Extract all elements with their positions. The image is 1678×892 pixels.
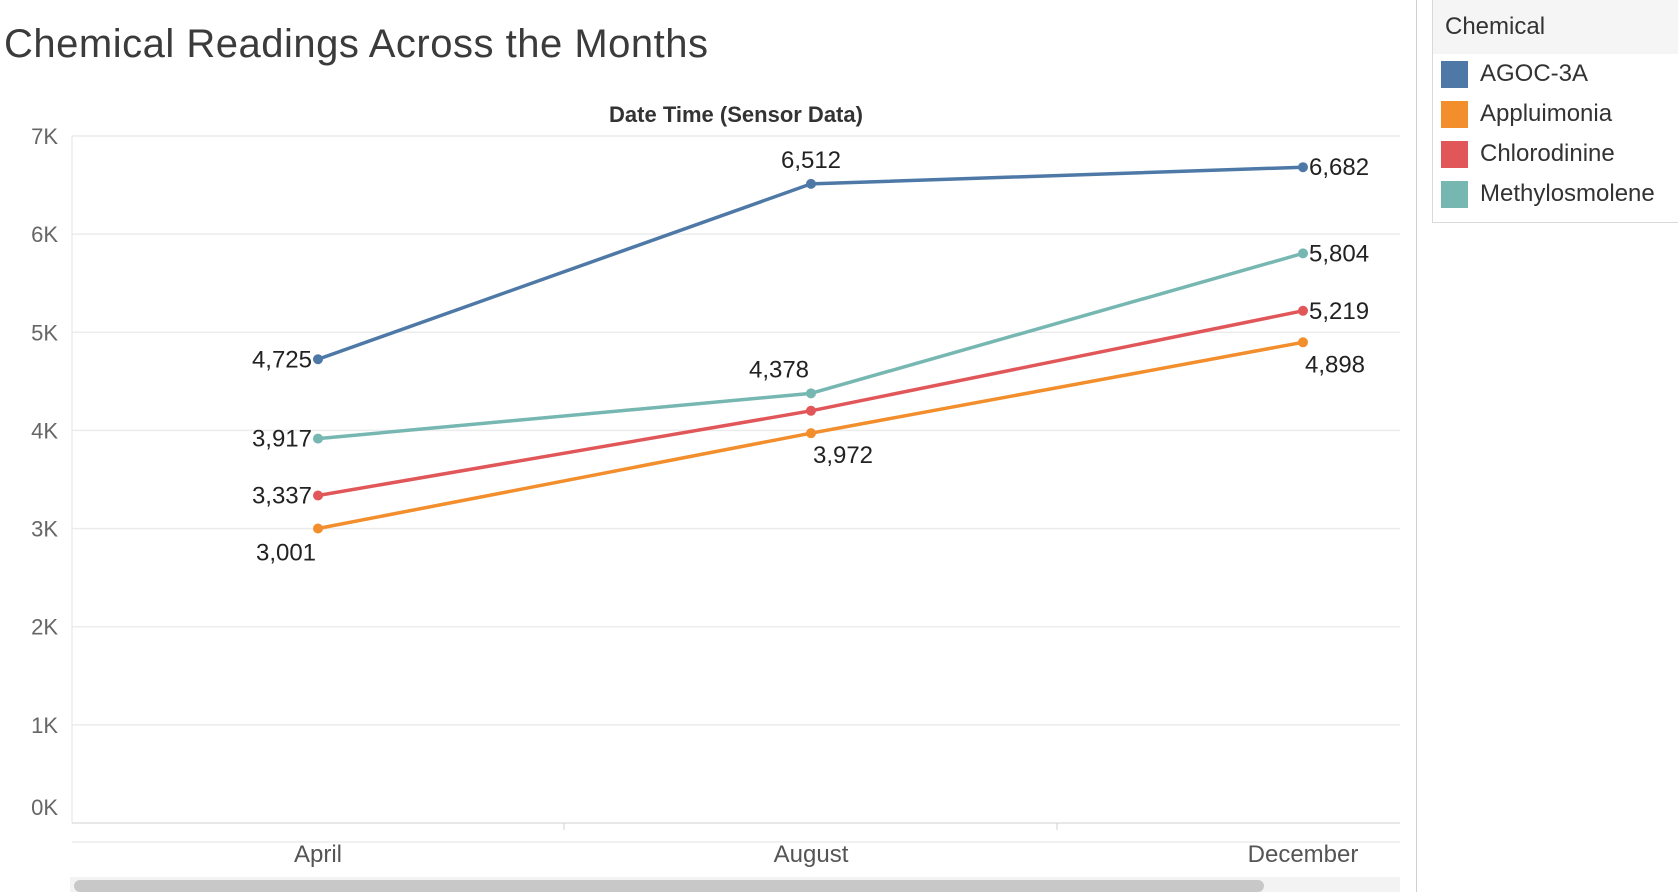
y-tick-label: 7K	[31, 124, 58, 149]
chart-title: Chemical Readings Across the Months	[4, 22, 709, 66]
data-point	[1298, 162, 1308, 173]
x-tick-label: April	[294, 841, 342, 868]
data-label: 3,337	[252, 482, 312, 509]
legend: Chemical AGOC-3A Appluimonia Chlorodinin…	[1432, 0, 1678, 223]
horizontal-scrollbar-thumb[interactable]	[74, 880, 1264, 892]
legend-item-agoc-3a[interactable]: AGOC-3A	[1433, 54, 1678, 94]
data-label: 6,682	[1309, 154, 1369, 181]
legend-swatch	[1441, 60, 1468, 88]
y-tick-label: 3K	[31, 517, 58, 542]
series-line	[317, 165, 1304, 361]
legend-title: Chemical	[1433, 0, 1678, 54]
legend-label: Chlorodinine	[1480, 140, 1615, 167]
data-label: 5,804	[1309, 240, 1369, 267]
data-point	[806, 428, 816, 439]
legend-label: Appluimonia	[1480, 100, 1613, 127]
data-label: 4,898	[1305, 351, 1365, 378]
x-tick-label: December	[1248, 841, 1359, 868]
legend-swatch	[1441, 140, 1468, 168]
data-label: 4,378	[749, 356, 809, 383]
legend-swatch	[1441, 180, 1468, 208]
data-label: 3,001	[256, 539, 316, 566]
y-tick-label: 6K	[31, 222, 58, 247]
data-label: 3,917	[252, 426, 312, 453]
data-label: 6,512	[781, 147, 841, 174]
line-chart: Date Time (Sensor Data) 0K 1K 2K 3K 4K 5K 6K 7K A…	[31, 102, 1400, 868]
y-tick-label: 4K	[31, 418, 58, 443]
legend-item-appluimonia[interactable]: Appluimonia	[1433, 94, 1678, 134]
legend-label: AGOC-3A	[1480, 60, 1589, 87]
data-label: 5,219	[1309, 298, 1369, 325]
y-tick-label: 5K	[31, 320, 58, 345]
legend-item-methylosmolene[interactable]: Methylosmolene	[1433, 174, 1678, 214]
data-point	[1298, 305, 1308, 316]
y-tick-label: 2K	[31, 615, 58, 640]
series-line	[317, 309, 1304, 498]
y-tick-label: 0K	[31, 795, 58, 820]
x-tick-label: August	[774, 841, 849, 868]
data-point	[313, 354, 323, 365]
data-point	[1298, 248, 1308, 259]
legend-label: Methylosmolene	[1480, 180, 1655, 207]
data-point	[1298, 337, 1308, 348]
y-tick-label: 1K	[31, 713, 58, 738]
x-axis-title: Date Time (Sensor Data)	[609, 102, 863, 127]
legend-swatch	[1441, 100, 1468, 128]
data-label: 4,725	[252, 346, 312, 373]
data-point	[806, 405, 816, 416]
data-point	[806, 388, 816, 399]
data-point	[313, 523, 323, 534]
data-point	[313, 433, 323, 444]
legend-item-chlorodinine[interactable]: Chlorodinine	[1433, 134, 1678, 174]
data-label: 3,972	[813, 442, 873, 469]
panel-divider	[1416, 0, 1417, 892]
data-point	[806, 178, 816, 189]
data-point	[313, 490, 323, 501]
